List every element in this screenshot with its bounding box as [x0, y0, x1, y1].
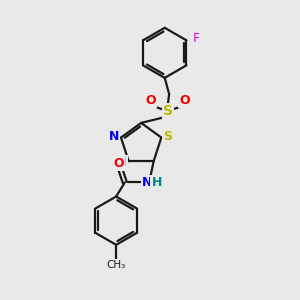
Text: N: N: [142, 176, 152, 189]
Text: S: S: [163, 130, 172, 142]
Text: S: S: [163, 104, 173, 118]
Text: O: O: [146, 94, 156, 107]
Text: N: N: [109, 130, 119, 142]
Text: O: O: [179, 94, 190, 107]
Text: O: O: [114, 157, 124, 170]
Text: F: F: [192, 32, 200, 45]
Text: N: N: [116, 156, 127, 169]
Text: H: H: [152, 176, 162, 189]
Text: CH₃: CH₃: [106, 260, 126, 270]
